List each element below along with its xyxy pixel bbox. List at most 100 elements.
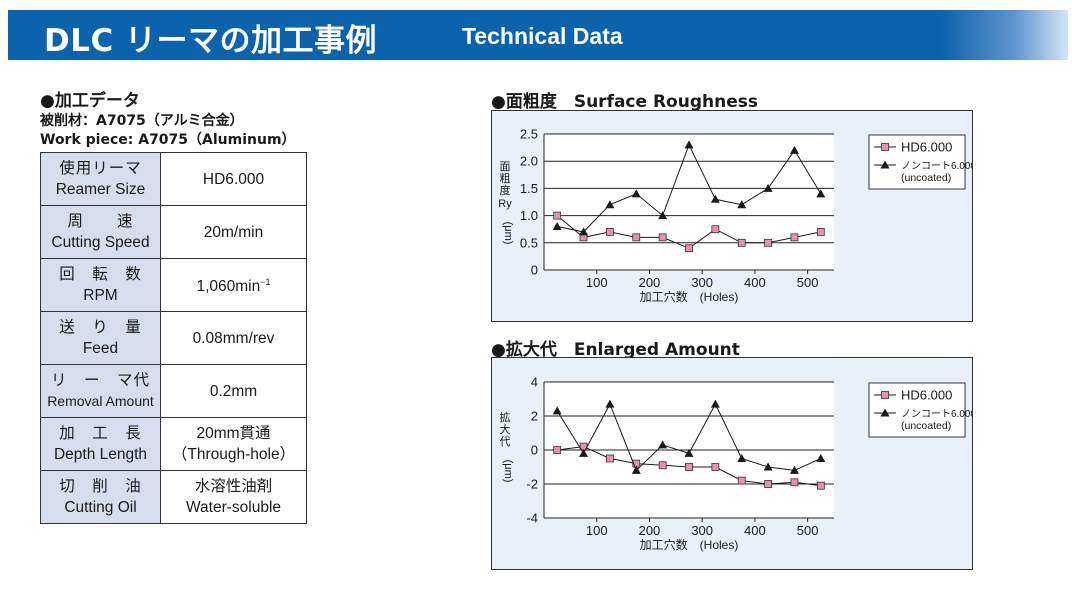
processing-title: ●加工データ bbox=[40, 91, 140, 111]
data-point-triangle bbox=[737, 200, 747, 209]
key-en: Reamer Size bbox=[55, 181, 146, 198]
row-value: 20mm貫通 （Through-hole） bbox=[160, 417, 307, 471]
workpiece-jp: 被削材：A7075（アルミ合金） bbox=[40, 113, 244, 129]
row-key: 周 速 Cutting Speed bbox=[40, 205, 161, 259]
row-key: 送 り 量 Feed bbox=[40, 311, 161, 365]
data-point-square bbox=[764, 480, 772, 488]
data-point-square bbox=[737, 476, 746, 485]
y-tick-label: 4 bbox=[531, 375, 538, 390]
data-point-square bbox=[764, 238, 772, 247]
x-tick-label: 400 bbox=[744, 275, 766, 290]
data-point-square bbox=[790, 233, 799, 242]
data-point-square bbox=[816, 481, 825, 490]
legend-label: HD6.000 bbox=[901, 388, 952, 403]
value: 0.08mm/rev bbox=[192, 329, 275, 347]
data-point-triangle bbox=[579, 448, 589, 457]
key-en: Depth Length bbox=[53, 446, 148, 463]
data-point-triangle bbox=[605, 200, 615, 209]
table-row: 送 り 量 Feed 0.08mm/rev bbox=[40, 311, 307, 365]
y-axis-label-char: 拡 bbox=[500, 410, 511, 424]
legend-marker-triangle bbox=[880, 160, 890, 169]
workpiece-en: Work piece: A7075（Aluminum） bbox=[40, 132, 296, 148]
row-value: 20m/min bbox=[160, 205, 307, 259]
x-axis-label: 加工穴数 (Holes) bbox=[640, 537, 739, 552]
x-tick-label: 200 bbox=[639, 523, 661, 538]
data-point-triangle bbox=[763, 183, 773, 192]
y-tick-label: 1.5 bbox=[520, 181, 538, 196]
legend-label-2: (uncoated) bbox=[901, 420, 951, 432]
y-axis-symbol: Ry bbox=[498, 198, 512, 210]
value: HD6.000 bbox=[202, 170, 265, 188]
data-point-triangle bbox=[658, 211, 668, 220]
table-row: 使用リーマ Reamer Size HD6.000 bbox=[40, 152, 307, 206]
processing-table: 使用リーマ Reamer Size HD6.000 周 速 Cutting Spee… bbox=[40, 152, 307, 524]
value: 水溶性油剤 bbox=[194, 478, 273, 495]
y-axis-unit: (μm) bbox=[502, 222, 514, 245]
enlarged-title: ●拡大代 Enlarged Amount bbox=[491, 340, 740, 360]
row-value: 0.08mm/rev bbox=[160, 311, 307, 365]
x-axis-label: 加工穴数 (Holes) bbox=[640, 289, 739, 304]
data-point-triangle bbox=[658, 440, 668, 449]
key-en: Cutting Speed bbox=[51, 234, 150, 251]
row-key: 加 工 長 Depth Length bbox=[40, 417, 161, 471]
data-point-square bbox=[816, 228, 825, 236]
data-point-square bbox=[711, 225, 720, 234]
y-axis-label-char: 大 bbox=[500, 422, 511, 436]
data-point-triangle bbox=[605, 399, 615, 408]
data-point-square bbox=[737, 238, 746, 247]
table-row: リ ー マ代 Removal Amount 0.2mm bbox=[40, 364, 307, 418]
roughness-chart: 0 0.5 1.0 1.5 2.0 2.5 100 200 300 400 500 加工穴数 (Hol… bbox=[491, 110, 973, 322]
key-jp: リ ー マ代 bbox=[50, 372, 150, 389]
data-point-triangle bbox=[710, 399, 720, 408]
data-point-square bbox=[658, 233, 667, 242]
y-tick-label: 0.5 bbox=[520, 235, 538, 250]
roughness-title: ●面粗度 Surface Roughness bbox=[491, 92, 758, 112]
data-point-triangle bbox=[631, 189, 641, 198]
x-tick-label: 300 bbox=[691, 275, 713, 290]
data-point-square bbox=[685, 244, 693, 253]
row-value: HD6.000 bbox=[160, 152, 307, 206]
data-point-square bbox=[632, 233, 641, 242]
data-point-triangle bbox=[737, 454, 747, 462]
row-key: 切 削 油 Cutting Oil bbox=[40, 470, 161, 524]
data-point-square bbox=[553, 446, 562, 454]
y-axis-unit: (μm) bbox=[502, 460, 514, 483]
data-point-triangle bbox=[763, 462, 773, 471]
data-point-triangle bbox=[816, 189, 826, 198]
x-tick-label: 200 bbox=[639, 275, 661, 290]
y-tick-label: 2.0 bbox=[520, 154, 538, 169]
key-jp: 送 り 量 bbox=[59, 319, 142, 336]
y-axis-label-char: 代 bbox=[500, 435, 511, 448]
y-tick-label: 0 bbox=[531, 443, 538, 458]
legend-label: ノンコート6.000 bbox=[901, 409, 973, 420]
data-point-triangle bbox=[816, 454, 826, 462]
legend-marker-square bbox=[881, 391, 889, 399]
row-key: 回 転 数 RPM bbox=[40, 258, 161, 312]
legend-marker-triangle bbox=[880, 408, 890, 417]
key-en: Cutting Oil bbox=[64, 499, 137, 516]
x-tick-label: 500 bbox=[797, 275, 819, 290]
data-point-triangle bbox=[789, 145, 799, 154]
x-tick-label: 100 bbox=[586, 523, 608, 538]
y-tick-label: 0 bbox=[531, 263, 538, 278]
data-point-square bbox=[606, 454, 614, 463]
y-tick-label: 2 bbox=[531, 409, 538, 424]
data-point-triangle bbox=[552, 406, 562, 415]
legend-label: HD6.000 bbox=[901, 140, 952, 155]
data-point-triangle bbox=[710, 194, 720, 203]
x-tick-label: 100 bbox=[586, 275, 608, 290]
key-jp: 回 転 数 bbox=[59, 266, 142, 283]
legend-label: ノンコート6.000 bbox=[901, 161, 973, 172]
data-point-triangle bbox=[552, 221, 562, 230]
y-axis-label-char: 粗 bbox=[500, 172, 511, 185]
value: 20mm貫通 bbox=[196, 425, 271, 442]
value: 1,060min bbox=[196, 278, 261, 296]
enlarged-chart: -4 -2 0 2 4 100 200 300 400 500 加工穴数 (Holes) 拡大代 (μm… bbox=[491, 357, 973, 570]
data-point-square bbox=[711, 463, 720, 471]
value-2: （Through-hole） bbox=[171, 446, 296, 463]
page-title: DLC リーマの加工事例 bbox=[44, 23, 378, 59]
data-point-square bbox=[790, 478, 799, 487]
row-value: 0.2mm bbox=[160, 364, 307, 418]
y-tick-label: 1.0 bbox=[520, 208, 538, 223]
table-row: 切 削 油 Cutting Oil 水溶性油剤 Water-soluble bbox=[40, 470, 307, 524]
